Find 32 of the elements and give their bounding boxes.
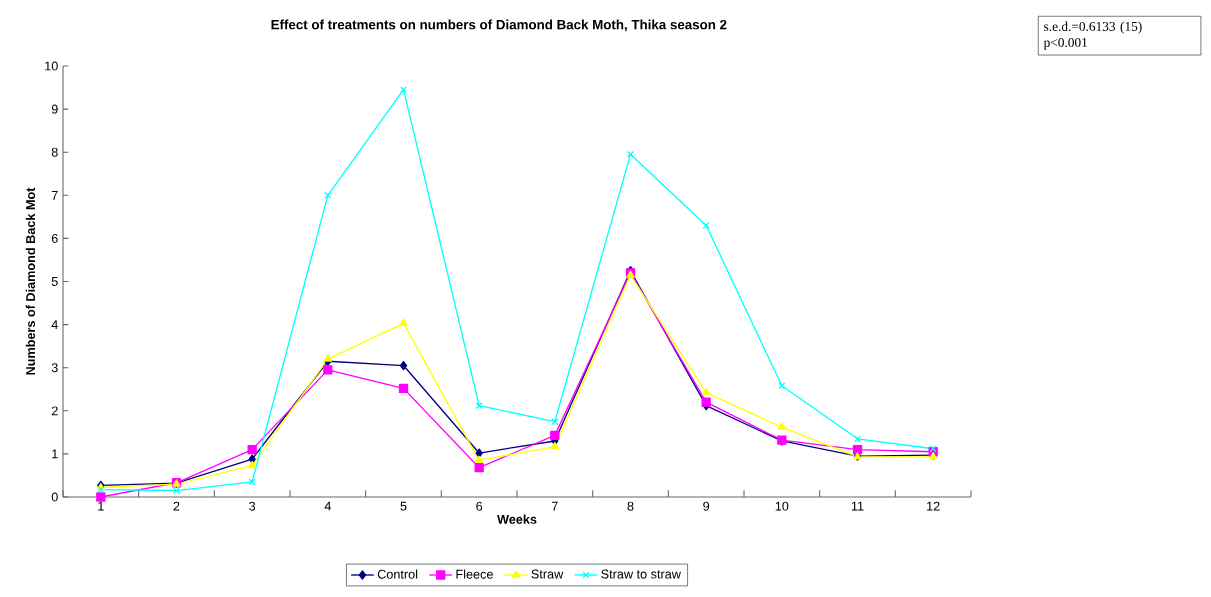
y-tick-label: 4 — [51, 320, 58, 329]
chart-title: Effect of treatments on numbers of Diamond Back Moth, Thika season 2 — [271, 19, 727, 32]
y-tick-label: 10 — [45, 61, 58, 71]
y-tick-label: 0 — [51, 492, 58, 502]
y-tick-label: 7 — [51, 190, 58, 200]
legend-label: Straw — [531, 569, 564, 579]
x-tick-label: 11 — [851, 501, 864, 511]
x-tick-label: 7 — [551, 501, 558, 511]
x-tick-label: 6 — [476, 501, 483, 511]
x-tick-label: 5 — [400, 501, 407, 511]
x-tick-label: 10 — [775, 501, 789, 511]
y-tick-label: 1 — [52, 449, 58, 459]
x-tick-label: 9 — [703, 501, 710, 511]
y-tick-label: 2 — [51, 406, 58, 416]
x-tick-label: 8 — [627, 501, 634, 511]
text: s.e.d.=0.6133 (15) — [1044, 21, 1142, 34]
x-tick-label: 3 — [249, 501, 256, 511]
y-axis-title: Numbers of Diamond Back Mot — [25, 187, 36, 375]
x-tick-label: 4 — [324, 501, 331, 511]
x-tick-label: 12 — [927, 501, 940, 511]
text: p<0.001 — [1043, 37, 1087, 50]
legend-label: Fleece — [456, 569, 493, 579]
x-axis-title: Weeks — [497, 514, 537, 524]
y-tick-label: 9 — [51, 104, 58, 114]
y-tick-label: 8 — [51, 147, 58, 157]
x-tick-label: 1 — [98, 501, 104, 511]
y-tick-label: 3 — [51, 363, 58, 373]
x-tick-label: 2 — [173, 501, 180, 511]
legend-label: Control — [377, 569, 418, 579]
legend-label: Straw to straw — [601, 569, 681, 579]
y-tick-label: 6 — [51, 233, 58, 243]
y-tick-label: 5 — [51, 277, 58, 286]
